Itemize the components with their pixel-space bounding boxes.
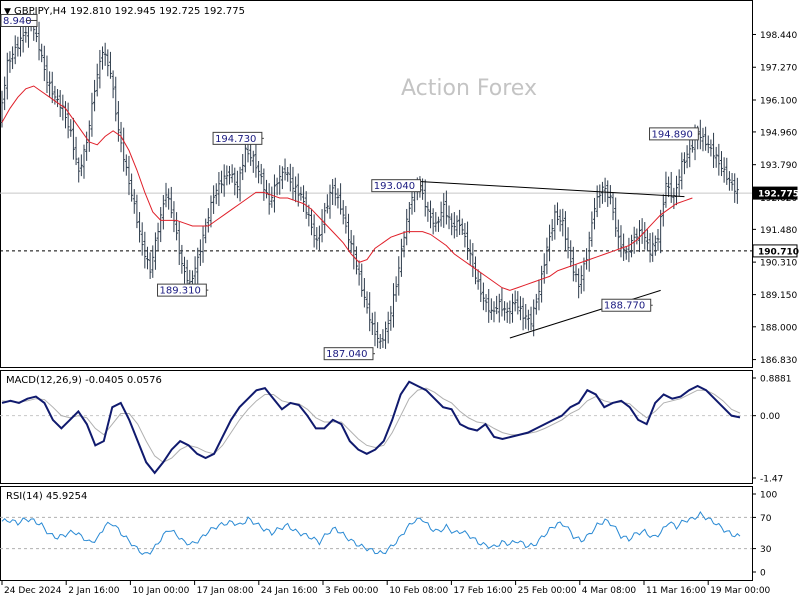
watermark: Action Forex	[401, 76, 537, 101]
price-ytick-label: 191.480	[760, 226, 797, 236]
xtick-label: 24 Dec 2024	[4, 586, 62, 596]
xtick-label: 10 Feb 08:00	[389, 586, 448, 596]
price-ytick-label: 197.270	[760, 64, 797, 74]
price-ytick-label: 193.790	[760, 161, 797, 171]
support-level-tag-label: 190.710	[758, 247, 799, 257]
ohlc-label: 192.810 192.945 192.725 192.775	[70, 6, 245, 17]
macd-ytick-label: 0.8881	[760, 375, 792, 385]
price-ytick-label: 198.440	[760, 31, 797, 41]
price-panel	[0, 0, 753, 368]
xtick-label: 3 Feb 00:00	[325, 586, 379, 596]
price-annotation-label: 187.040	[326, 349, 367, 360]
macd-ytick-label: -1.47	[760, 475, 783, 485]
price-ytick-label: 189.150	[760, 291, 797, 301]
symbol-label: GBPJPY,H4	[14, 6, 67, 17]
rsi-ytick-label: 70	[760, 514, 772, 524]
xtick-label: 17 Feb 16:00	[453, 586, 512, 596]
rsi-panel	[0, 486, 753, 581]
xtick-label: 11 Mar 16:00	[646, 586, 706, 596]
xtick-label: 24 Jan 16:00	[261, 586, 318, 596]
xtick-label: 10 Jan 00:00	[132, 586, 189, 596]
xtick-label: 2 Jan 16:00	[68, 586, 120, 596]
rsi-title: RSI(14) 45.9254	[6, 491, 87, 502]
rsi-ytick-label: 0	[760, 569, 766, 579]
macd-ytick-label: 0.00	[760, 412, 780, 422]
price-annotation-label: 193.040	[374, 181, 415, 192]
rsi-ytick-label: 30	[760, 545, 772, 555]
xtick-label: 25 Feb 00:00	[518, 586, 577, 596]
xtick-label: 4 Mar 08:00	[582, 586, 637, 596]
rsi-ytick-label: 100	[760, 491, 777, 501]
xtick-label: 19 Mar 00:00	[710, 586, 770, 596]
macd-line	[1, 380, 741, 475]
price-annotation-box	[371, 179, 422, 193]
price-annotation-label: 188.770	[604, 301, 645, 312]
macd-title: MACD(12,26,9) -0.0405 0.0576	[6, 375, 162, 386]
price-annotation-label: 8.940	[3, 16, 32, 27]
price-annotation-label: 194.890	[652, 129, 693, 140]
price-ytick-label: 186.830	[760, 356, 797, 366]
macd-panel	[0, 370, 753, 484]
price-ytick-label: 196.100	[760, 97, 797, 107]
moving-average-line	[1, 85, 693, 291]
price-annotation-label: 194.730	[215, 134, 256, 145]
support-trendline	[509, 289, 661, 339]
price-ytick-label: 194.960	[760, 128, 797, 138]
symbol-arrow-icon: ▼	[4, 7, 11, 17]
price-ytick-label: 188.000	[760, 323, 797, 333]
xtick-label: 17 Jan 08:00	[197, 586, 254, 596]
price-ytick-label: 190.310	[760, 259, 797, 269]
current-price-tag	[752, 186, 798, 200]
current-price-tag-label: 192.775	[758, 190, 799, 200]
rsi-line	[1, 510, 741, 555]
support-level-tag	[752, 244, 798, 258]
resistance-trendline	[414, 180, 685, 198]
price-annotation-label: 189.310	[160, 286, 201, 297]
